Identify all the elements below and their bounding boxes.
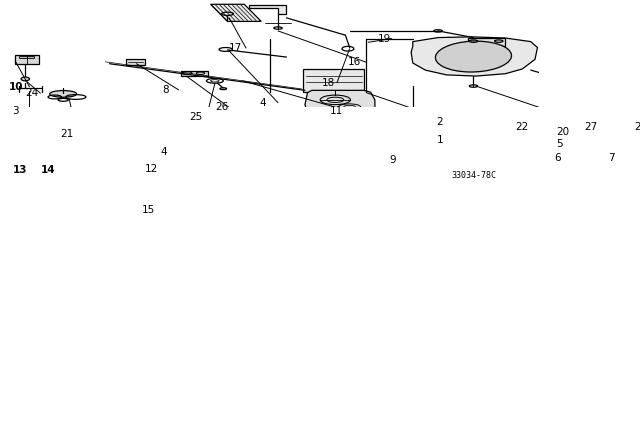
Text: 16: 16 xyxy=(348,57,361,67)
Text: 2: 2 xyxy=(436,117,443,127)
Text: 8: 8 xyxy=(162,85,168,95)
Ellipse shape xyxy=(56,175,216,201)
Text: 4: 4 xyxy=(259,98,266,108)
Text: 21: 21 xyxy=(61,129,74,139)
Bar xyxy=(126,60,145,65)
Text: 19: 19 xyxy=(378,34,392,43)
Bar xyxy=(181,71,208,76)
Text: 4: 4 xyxy=(160,146,166,157)
Text: 5: 5 xyxy=(556,139,563,149)
Polygon shape xyxy=(248,5,287,14)
Text: 14: 14 xyxy=(40,165,55,175)
Ellipse shape xyxy=(487,161,507,167)
Bar xyxy=(484,142,518,150)
Ellipse shape xyxy=(502,133,522,138)
Text: 22: 22 xyxy=(516,122,529,132)
Text: 13: 13 xyxy=(13,165,27,175)
Text: 1: 1 xyxy=(436,135,443,145)
Text: 15: 15 xyxy=(141,205,155,215)
Text: 23: 23 xyxy=(634,122,640,132)
Polygon shape xyxy=(411,37,538,76)
Bar xyxy=(158,166,200,180)
Text: 12: 12 xyxy=(145,164,158,174)
Text: 3: 3 xyxy=(12,106,19,116)
Bar xyxy=(19,56,34,58)
Text: 33034-78C: 33034-78C xyxy=(451,172,496,181)
Bar xyxy=(303,69,364,91)
Text: 17: 17 xyxy=(229,43,243,53)
Ellipse shape xyxy=(21,77,29,81)
Text: 27: 27 xyxy=(584,122,597,132)
Bar xyxy=(148,198,163,204)
Bar xyxy=(527,142,559,150)
Ellipse shape xyxy=(86,179,187,197)
Text: 9: 9 xyxy=(389,155,396,165)
Text: 26: 26 xyxy=(215,103,228,112)
Bar xyxy=(15,55,39,64)
Text: 18: 18 xyxy=(322,78,335,88)
Text: 10: 10 xyxy=(8,82,23,92)
Polygon shape xyxy=(305,90,375,115)
Text: 24: 24 xyxy=(25,88,38,98)
Text: 7: 7 xyxy=(608,153,615,163)
Text: 6: 6 xyxy=(554,153,561,163)
Bar xyxy=(468,38,506,46)
Polygon shape xyxy=(211,4,261,22)
Text: 11: 11 xyxy=(330,106,344,116)
Ellipse shape xyxy=(435,41,511,72)
Ellipse shape xyxy=(29,172,35,175)
Ellipse shape xyxy=(469,40,477,42)
Ellipse shape xyxy=(50,90,77,97)
Ellipse shape xyxy=(45,172,52,175)
Text: 20: 20 xyxy=(556,127,569,137)
Text: 25: 25 xyxy=(189,112,203,122)
